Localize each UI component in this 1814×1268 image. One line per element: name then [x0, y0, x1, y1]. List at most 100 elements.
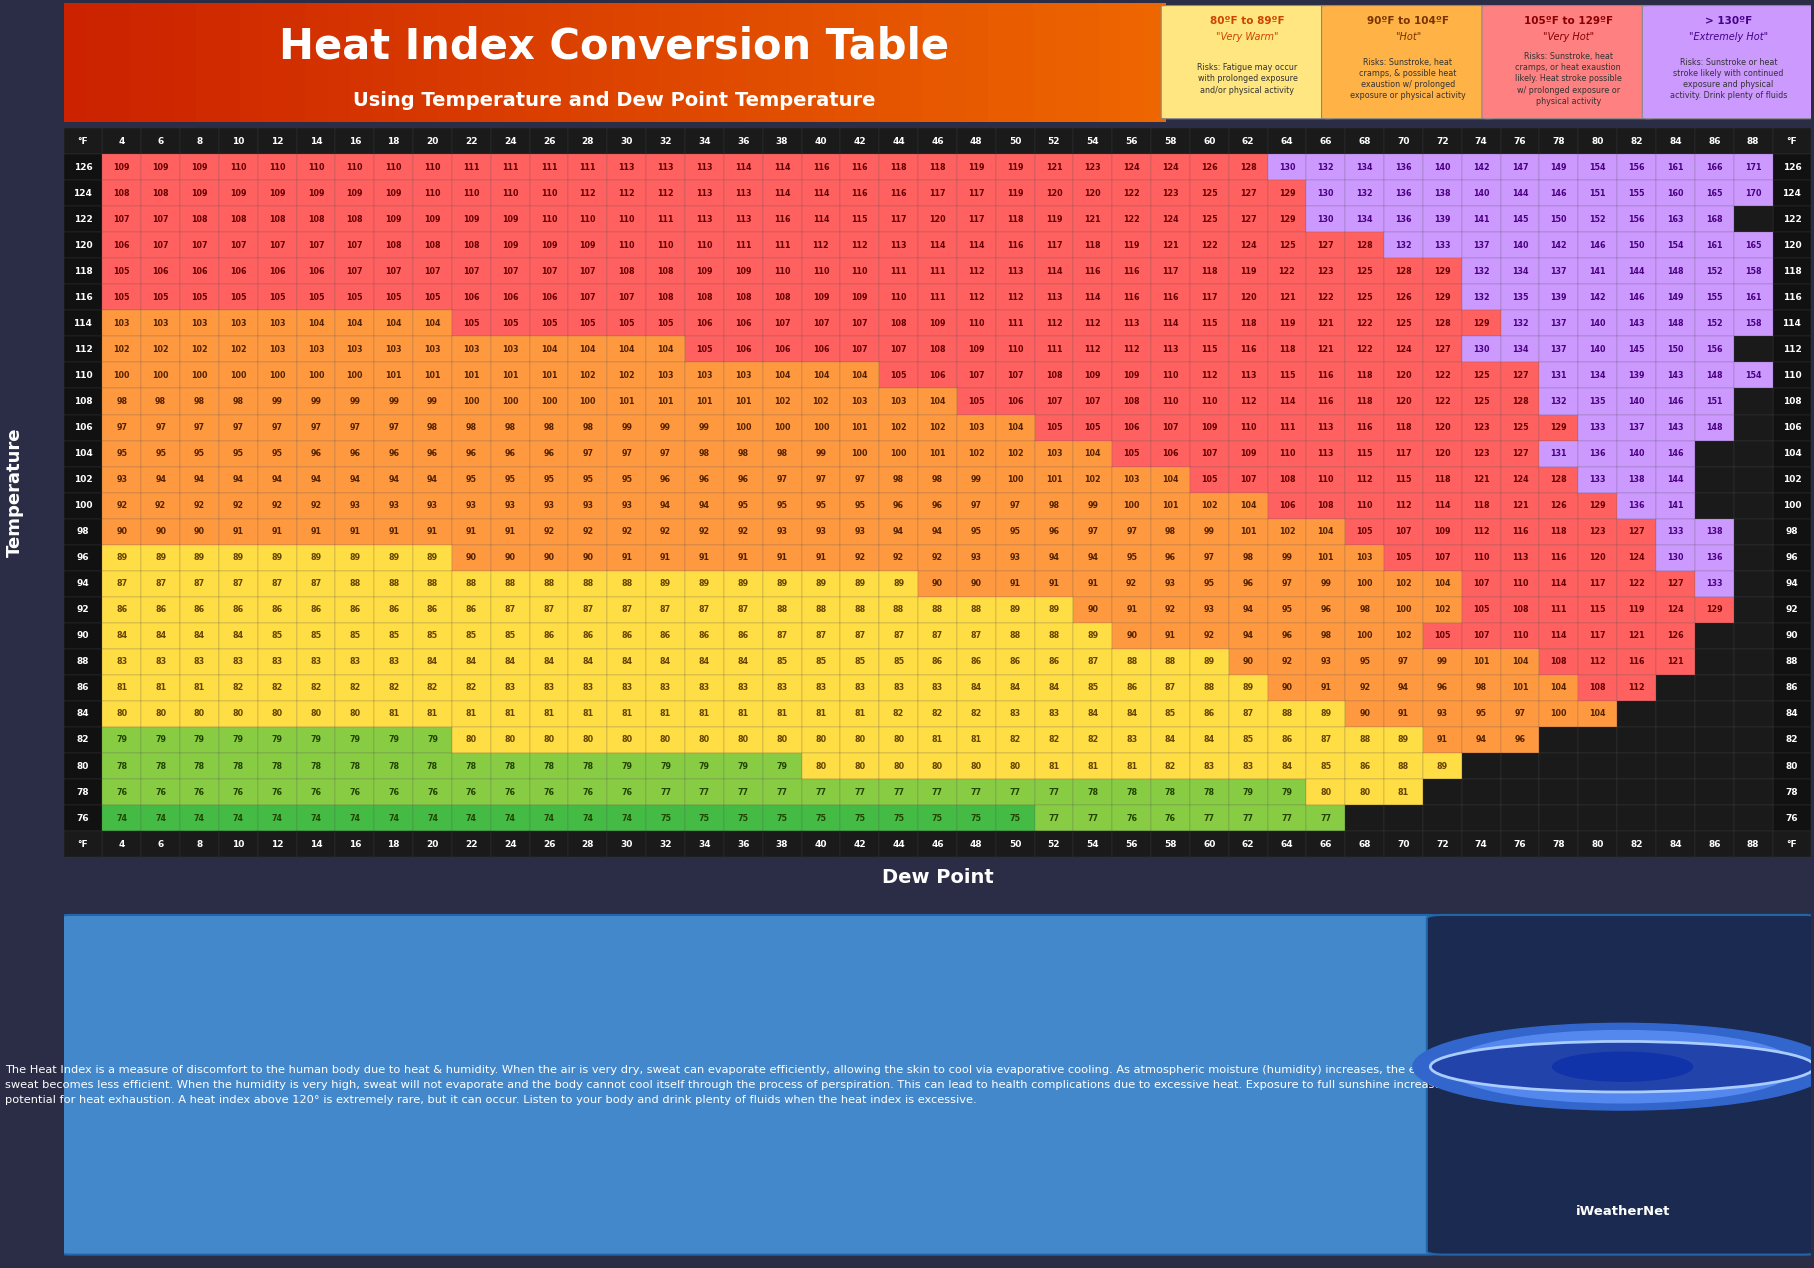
- Bar: [85, 3, 107, 122]
- Text: 88: 88: [1785, 657, 1798, 667]
- Bar: [1306, 727, 1344, 753]
- Bar: [490, 284, 530, 311]
- Text: 117: 117: [1045, 241, 1061, 250]
- Text: 89: 89: [232, 553, 243, 562]
- Text: 89: 89: [698, 579, 709, 588]
- Text: 86: 86: [1281, 735, 1292, 744]
- Text: 85: 85: [426, 631, 437, 640]
- Bar: [724, 701, 762, 727]
- Text: 96: 96: [1281, 631, 1292, 640]
- Bar: [1500, 675, 1538, 701]
- Text: 118: 118: [1085, 241, 1101, 250]
- Bar: [1228, 388, 1266, 415]
- Text: 86: 86: [698, 631, 709, 640]
- Text: 78: 78: [76, 787, 89, 796]
- Bar: [684, 831, 724, 857]
- Bar: [878, 623, 918, 649]
- Text: 103: 103: [346, 345, 363, 354]
- Bar: [568, 155, 608, 180]
- Bar: [840, 180, 878, 207]
- Text: 98: 98: [1243, 553, 1253, 562]
- Text: 116: 116: [1085, 266, 1101, 275]
- Text: 74: 74: [232, 814, 243, 823]
- Bar: [1538, 259, 1578, 284]
- Text: 168: 168: [1705, 214, 1721, 223]
- Bar: [530, 779, 568, 805]
- Text: 110: 110: [697, 241, 713, 250]
- Text: 85: 85: [1243, 735, 1253, 744]
- Text: 84: 84: [542, 657, 555, 667]
- Bar: [956, 831, 996, 857]
- Bar: [1266, 571, 1306, 597]
- Bar: [452, 675, 490, 701]
- Text: 100: 100: [1123, 501, 1139, 510]
- Bar: [490, 232, 530, 259]
- Text: 98: 98: [582, 424, 593, 432]
- Bar: [374, 805, 414, 831]
- Text: 129: 129: [1279, 189, 1295, 198]
- Text: 99: 99: [348, 397, 361, 406]
- Text: 110: 110: [1317, 476, 1333, 484]
- Bar: [1500, 336, 1538, 363]
- Text: 76: 76: [194, 787, 205, 796]
- Bar: [724, 311, 762, 336]
- Bar: [1772, 363, 1810, 388]
- Text: 132: 132: [1395, 241, 1411, 250]
- Text: 94: 94: [232, 476, 243, 484]
- Bar: [1732, 128, 1772, 155]
- Text: 121: 121: [1045, 162, 1061, 171]
- Text: 105: 105: [346, 293, 363, 302]
- Bar: [1616, 831, 1654, 857]
- Bar: [1654, 284, 1694, 311]
- Bar: [840, 311, 878, 336]
- Text: 101: 101: [1045, 476, 1061, 484]
- Text: 112: 112: [1395, 501, 1411, 510]
- Text: 128: 128: [1549, 476, 1567, 484]
- Text: 165: 165: [1705, 189, 1721, 198]
- Text: 105: 105: [502, 318, 519, 328]
- Text: 64: 64: [1281, 137, 1293, 146]
- Text: 75: 75: [892, 814, 903, 823]
- Text: 104: 104: [1589, 710, 1605, 719]
- Text: 107: 107: [967, 372, 983, 380]
- Text: 112: 112: [851, 241, 867, 250]
- Bar: [1500, 492, 1538, 519]
- Bar: [196, 3, 218, 122]
- Bar: [568, 545, 608, 571]
- Bar: [180, 675, 219, 701]
- Bar: [219, 155, 258, 180]
- Text: 84: 84: [1785, 710, 1798, 719]
- Circle shape: [1448, 1031, 1796, 1103]
- Text: 127: 127: [1239, 189, 1255, 198]
- Text: 84: 84: [1165, 735, 1175, 744]
- Text: 81: 81: [504, 710, 515, 719]
- Bar: [1228, 675, 1266, 701]
- Bar: [1384, 805, 1422, 831]
- Bar: [1732, 753, 1772, 779]
- Bar: [63, 701, 102, 727]
- Text: 116: 116: [851, 189, 867, 198]
- Bar: [1538, 440, 1578, 467]
- Bar: [1654, 388, 1694, 415]
- Text: 80: 80: [892, 762, 903, 771]
- Text: 158: 158: [1743, 266, 1760, 275]
- Bar: [336, 753, 374, 779]
- Text: 76: 76: [1513, 137, 1526, 146]
- Text: 92: 92: [154, 501, 167, 510]
- Text: 138: 138: [1705, 527, 1721, 536]
- Text: 100: 100: [1355, 579, 1371, 588]
- Text: 92: 92: [76, 605, 89, 614]
- Text: 107: 107: [1161, 424, 1177, 432]
- Bar: [762, 779, 802, 805]
- Bar: [1228, 779, 1266, 805]
- Text: 92: 92: [931, 553, 943, 562]
- Text: 32: 32: [658, 839, 671, 848]
- Text: 87: 87: [582, 605, 593, 614]
- Text: 88: 88: [620, 579, 631, 588]
- Text: 42: 42: [853, 137, 865, 146]
- Bar: [1190, 701, 1228, 727]
- Bar: [1460, 727, 1500, 753]
- Text: 91: 91: [814, 553, 825, 562]
- Text: 91: 91: [1437, 735, 1448, 744]
- Bar: [878, 388, 918, 415]
